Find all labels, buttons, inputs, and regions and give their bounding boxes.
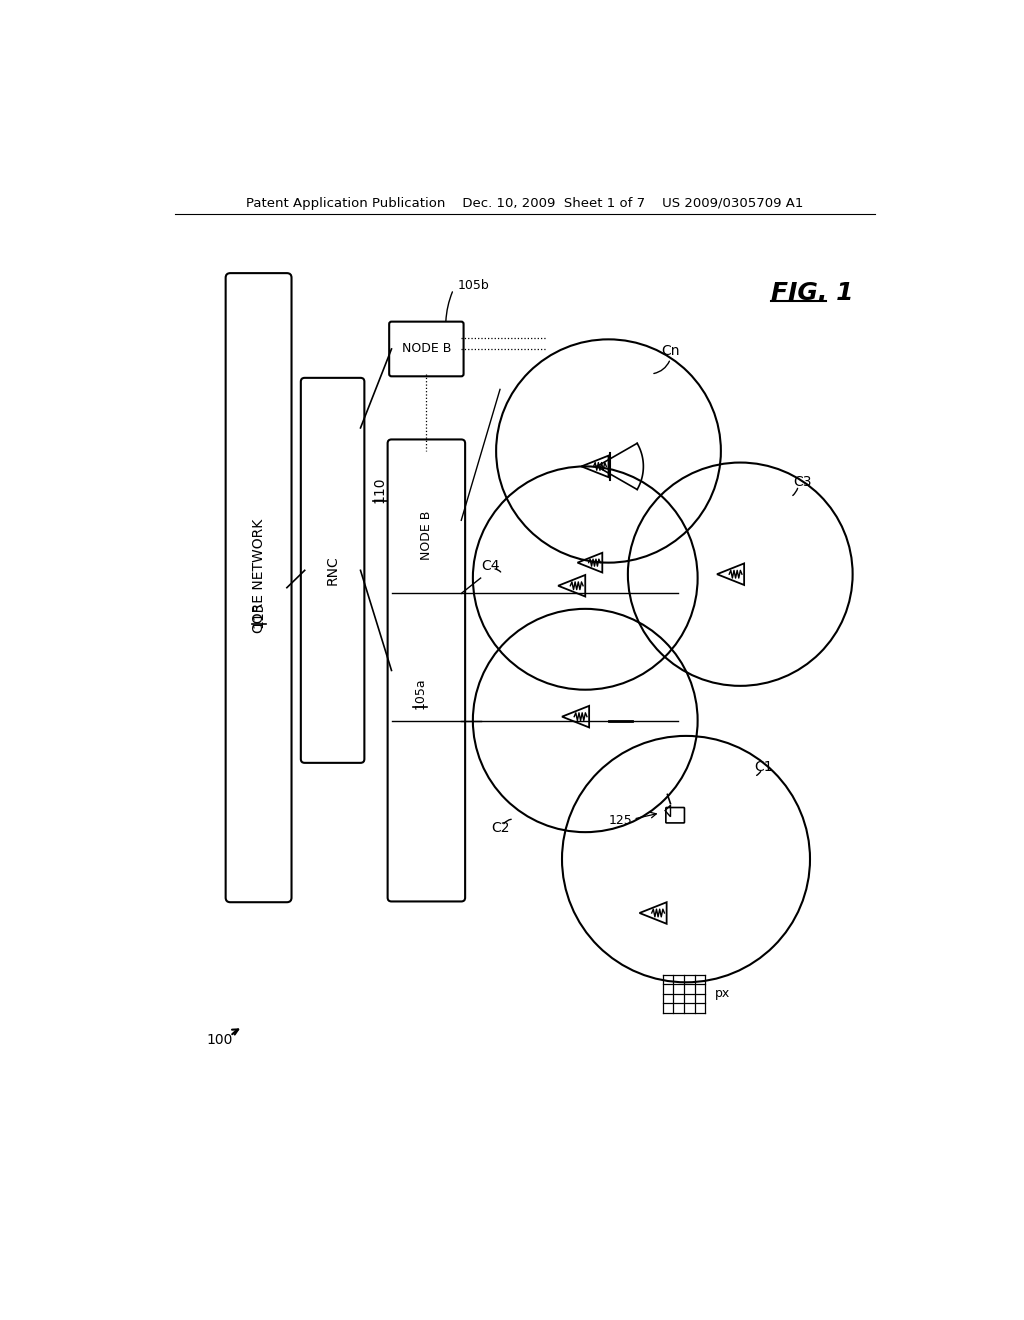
Text: NODE B: NODE B xyxy=(420,511,433,561)
Text: 100: 100 xyxy=(206,1034,232,1047)
FancyBboxPatch shape xyxy=(301,378,365,763)
Text: C2: C2 xyxy=(490,821,509,836)
Text: C1: C1 xyxy=(755,760,773,774)
Text: px: px xyxy=(715,987,730,1001)
Text: FIG. 1: FIG. 1 xyxy=(771,281,854,305)
FancyBboxPatch shape xyxy=(225,273,292,903)
Text: Cn: Cn xyxy=(662,345,680,358)
Text: 125: 125 xyxy=(608,814,632,828)
Text: 115: 115 xyxy=(252,602,265,628)
Text: 105b: 105b xyxy=(458,279,489,292)
Text: NODE B: NODE B xyxy=(401,342,451,355)
FancyBboxPatch shape xyxy=(388,440,465,902)
Text: CORE NETWORK: CORE NETWORK xyxy=(252,519,265,634)
Text: C3: C3 xyxy=(793,475,811,488)
FancyBboxPatch shape xyxy=(666,808,684,822)
Text: Patent Application Publication    Dec. 10, 2009  Sheet 1 of 7    US 2009/0305709: Patent Application Publication Dec. 10, … xyxy=(246,197,804,210)
Text: 105a: 105a xyxy=(414,677,427,709)
FancyBboxPatch shape xyxy=(389,322,464,376)
Text: 110: 110 xyxy=(373,477,387,503)
Text: C4: C4 xyxy=(481,560,500,573)
Text: RNC: RNC xyxy=(326,556,340,585)
